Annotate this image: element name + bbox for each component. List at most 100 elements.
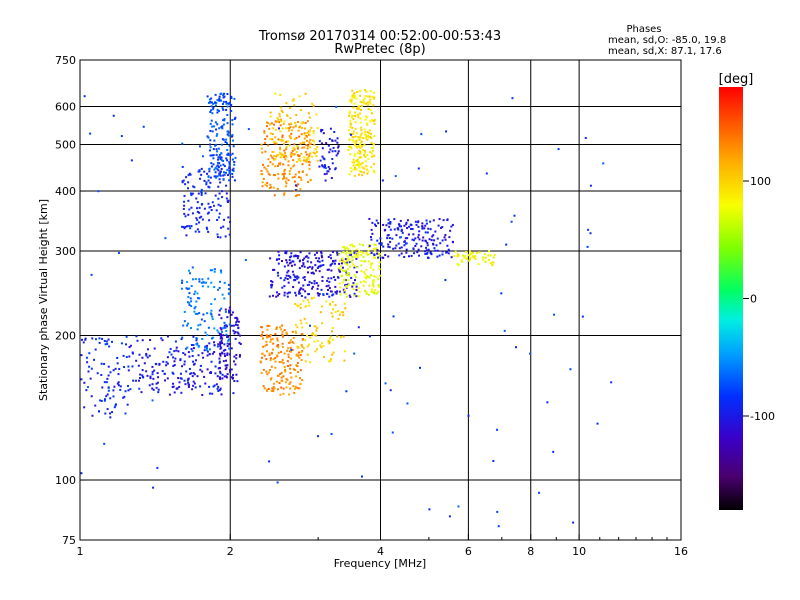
data-point: [228, 161, 231, 164]
data-point: [357, 136, 360, 139]
data-point: [225, 157, 228, 160]
data-point: [337, 150, 340, 153]
data-point: [392, 315, 395, 318]
data-point: [418, 238, 421, 241]
data-point: [323, 356, 326, 359]
data-point: [222, 100, 225, 103]
data-point: [302, 347, 305, 350]
data-point: [215, 148, 218, 151]
data-point: [299, 353, 302, 356]
data-point: [218, 309, 221, 312]
data-point: [216, 108, 219, 111]
data-point: [367, 136, 370, 139]
data-point: [228, 162, 231, 165]
data-point: [366, 134, 369, 137]
data-point: [107, 374, 110, 377]
data-point: [223, 324, 226, 327]
data-point: [146, 356, 149, 359]
data-point: [436, 249, 439, 252]
data-point: [296, 257, 299, 260]
data-point: [291, 149, 294, 152]
data-point: [467, 414, 470, 417]
data-point: [275, 327, 278, 330]
data-point: [369, 132, 372, 135]
data-point: [354, 121, 357, 124]
data-point: [320, 252, 323, 255]
data-point: [362, 284, 365, 287]
data-point: [222, 163, 225, 166]
data-point: [218, 366, 221, 369]
data-point: [364, 273, 367, 276]
data-point: [353, 143, 356, 146]
data-point: [294, 369, 297, 372]
data-point: [222, 174, 225, 177]
data-point: [376, 249, 379, 252]
data-point: [305, 144, 308, 147]
data-point: [220, 317, 223, 320]
data-point: [293, 391, 296, 394]
data-point: [220, 271, 223, 274]
data-point: [184, 215, 187, 218]
data-point: [587, 228, 590, 231]
data-point: [271, 268, 274, 271]
y-tick-label: 500: [55, 139, 76, 152]
data-point: [328, 337, 331, 340]
data-point: [285, 378, 288, 381]
data-point: [343, 246, 346, 249]
data-point: [357, 253, 360, 256]
data-point: [389, 221, 392, 224]
data-point: [226, 364, 229, 367]
data-point: [93, 358, 96, 361]
data-point: [168, 351, 171, 354]
data-point: [236, 320, 239, 323]
data-point: [330, 358, 333, 361]
data-point: [151, 373, 154, 376]
data-point: [203, 375, 206, 378]
data-point: [417, 167, 420, 170]
data-point: [198, 312, 201, 315]
data-point: [269, 340, 272, 343]
data-point: [220, 99, 223, 102]
data-point: [432, 219, 435, 222]
data-point: [393, 218, 396, 221]
data-point: [236, 380, 239, 383]
data-point: [345, 261, 348, 264]
data-point: [228, 144, 231, 147]
data-point: [206, 135, 209, 138]
data-point: [450, 225, 453, 228]
data-point: [271, 348, 274, 351]
data-point: [330, 257, 333, 260]
data-point: [360, 254, 363, 257]
data-point: [233, 179, 236, 182]
data-point: [230, 103, 233, 106]
data-point: [219, 341, 222, 344]
data-point: [362, 280, 365, 283]
data-point: [421, 225, 424, 228]
data-point: [182, 352, 185, 355]
data-point: [274, 174, 277, 177]
data-point: [352, 158, 355, 161]
data-point: [228, 167, 231, 170]
data-point: [264, 138, 267, 141]
data-point: [227, 153, 230, 156]
data-point: [215, 134, 218, 137]
data-point: [295, 150, 298, 153]
data-point: [353, 266, 356, 269]
data-point: [310, 126, 313, 129]
data-point: [139, 377, 142, 380]
data-point: [306, 353, 309, 356]
data-point: [265, 168, 268, 171]
data-point: [368, 217, 371, 220]
data-point: [355, 145, 358, 148]
data-point: [219, 269, 222, 272]
data-point: [358, 107, 361, 110]
data-point: [98, 337, 101, 340]
data-point: [359, 147, 362, 150]
data-point: [349, 122, 352, 125]
data-point: [219, 334, 222, 337]
data-point: [354, 153, 357, 156]
data-point: [344, 350, 347, 353]
data-point: [208, 149, 211, 152]
data-point: [304, 296, 307, 299]
data-point: [200, 281, 203, 284]
